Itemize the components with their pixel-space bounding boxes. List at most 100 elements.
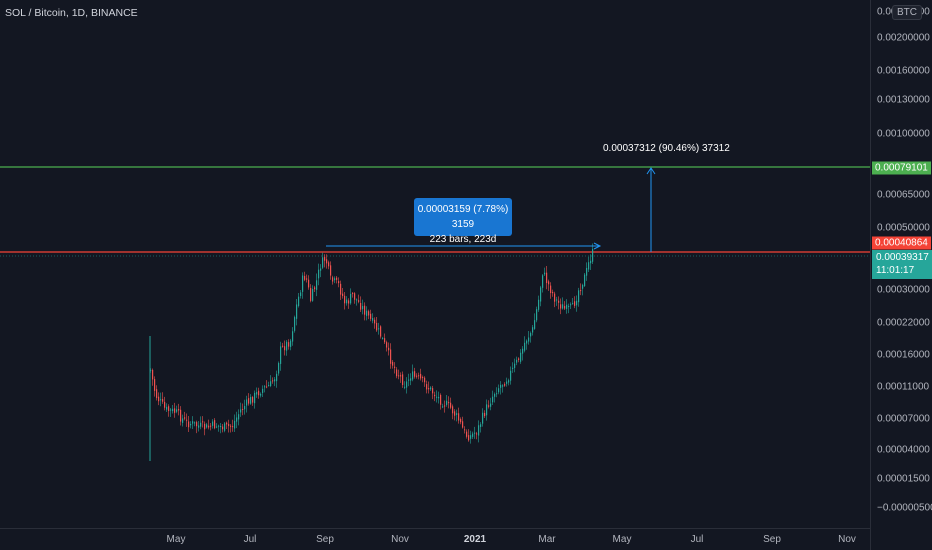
candle-body bbox=[238, 414, 240, 420]
candle-body bbox=[458, 413, 460, 421]
candle-body bbox=[590, 260, 592, 264]
candle-body bbox=[482, 412, 484, 424]
candle-body bbox=[466, 431, 468, 437]
candle-body bbox=[280, 346, 282, 364]
candle-body bbox=[276, 373, 278, 382]
candle-body bbox=[398, 375, 400, 377]
candle-body bbox=[152, 369, 154, 380]
candle-body bbox=[212, 421, 214, 426]
candle-body bbox=[384, 338, 386, 343]
time-axis[interactable]: May Jul Sep Nov 2021 Mar May Jul Sep Nov bbox=[0, 528, 870, 550]
candle-body bbox=[418, 375, 420, 377]
candle-body bbox=[346, 299, 348, 304]
candle-body bbox=[348, 300, 350, 304]
measure-bars-duration: 223 bars, 223d bbox=[429, 234, 497, 245]
candle-body bbox=[166, 406, 168, 410]
candle-body bbox=[464, 429, 466, 431]
candle-body bbox=[306, 278, 308, 280]
candle-body bbox=[202, 421, 204, 423]
time-tick: Sep bbox=[763, 534, 781, 545]
candle-body bbox=[254, 392, 256, 404]
candle-body bbox=[474, 432, 476, 434]
candle-body bbox=[258, 390, 260, 396]
candle-body bbox=[410, 378, 412, 381]
candle-body bbox=[386, 342, 388, 348]
candle-body bbox=[336, 277, 338, 280]
candle-body bbox=[228, 423, 230, 427]
candle-body bbox=[536, 309, 538, 321]
candle-body bbox=[332, 277, 334, 282]
candle-body bbox=[192, 421, 194, 424]
candle-body bbox=[284, 346, 286, 351]
candle-body bbox=[352, 293, 354, 295]
candle-body bbox=[382, 337, 384, 339]
candle-body bbox=[478, 425, 480, 436]
candle-body bbox=[320, 268, 322, 271]
candle-body bbox=[330, 265, 332, 276]
candle-body bbox=[514, 363, 516, 368]
candle-body bbox=[558, 300, 560, 303]
price-chart[interactable] bbox=[0, 0, 870, 528]
candle-body bbox=[322, 257, 324, 268]
candle-body bbox=[580, 290, 582, 292]
candle-body bbox=[462, 421, 464, 428]
price-tick: 0.00007000 bbox=[877, 413, 930, 425]
candle-body bbox=[404, 386, 406, 388]
candle-body bbox=[486, 404, 488, 416]
candle-body bbox=[392, 361, 394, 366]
candle-body bbox=[324, 256, 326, 261]
candle-body bbox=[268, 385, 270, 387]
candle-body bbox=[522, 348, 524, 354]
candle-body bbox=[200, 422, 202, 427]
candle-body bbox=[588, 262, 590, 270]
candle-body bbox=[454, 411, 456, 416]
symbol-title[interactable]: SOL / Bitcoin, 1D, BINANCE bbox=[5, 7, 138, 19]
candle-body bbox=[310, 288, 312, 301]
green-line-price-badge: 0.00079101 bbox=[872, 161, 931, 175]
candle-body bbox=[224, 423, 226, 431]
currency-button[interactable]: BTC bbox=[892, 5, 922, 20]
candle-body bbox=[248, 398, 250, 404]
candle-body bbox=[188, 421, 190, 428]
red-line-price-badge: 0.00040864 bbox=[872, 236, 931, 250]
candle-body bbox=[414, 371, 416, 377]
price-tick: 0.00200000 bbox=[877, 32, 930, 44]
price-tick: 0.00004000 bbox=[877, 444, 930, 456]
candle-body bbox=[334, 278, 336, 281]
measure-tooltip: 0.00003159 (7.78%) 3159 223 bars, 223d bbox=[414, 198, 512, 245]
price-tick: 0.00011000 bbox=[877, 381, 930, 393]
candle-body bbox=[198, 425, 200, 428]
candle-body bbox=[240, 409, 242, 413]
candle-body bbox=[370, 313, 372, 319]
candle-body bbox=[302, 275, 304, 292]
chart-plot-area[interactable]: SOL / Bitcoin, 1D, BINANCE 0.00003159 (7… bbox=[0, 0, 870, 528]
candle-body bbox=[494, 394, 496, 397]
candle-body bbox=[274, 379, 276, 382]
candle-body bbox=[196, 422, 198, 427]
candle-body bbox=[428, 387, 430, 390]
candle-body bbox=[154, 379, 156, 391]
candle-body bbox=[416, 375, 418, 377]
candle-body bbox=[412, 371, 414, 380]
price-tick: 0.00022000 bbox=[877, 317, 930, 329]
candle-body bbox=[502, 385, 504, 387]
price-tick: 0.00130000 bbox=[877, 94, 930, 106]
candle-body bbox=[456, 413, 458, 415]
time-tick: Nov bbox=[391, 534, 409, 545]
candle-body bbox=[566, 304, 568, 309]
candle-body bbox=[160, 399, 162, 401]
candle-body bbox=[592, 248, 594, 262]
candle-body bbox=[252, 397, 254, 403]
candle-body bbox=[222, 426, 224, 430]
candle-body bbox=[304, 275, 306, 280]
candle-body bbox=[156, 389, 158, 399]
candle-body bbox=[492, 396, 494, 403]
candle-body bbox=[326, 259, 328, 264]
candle-body bbox=[296, 304, 298, 319]
candle-body bbox=[512, 367, 514, 369]
price-tick: 0.00100000 bbox=[877, 128, 930, 140]
candle-body bbox=[500, 384, 502, 388]
time-tick: Nov bbox=[838, 534, 856, 545]
candle-body bbox=[468, 435, 470, 441]
candle-body bbox=[420, 373, 422, 379]
